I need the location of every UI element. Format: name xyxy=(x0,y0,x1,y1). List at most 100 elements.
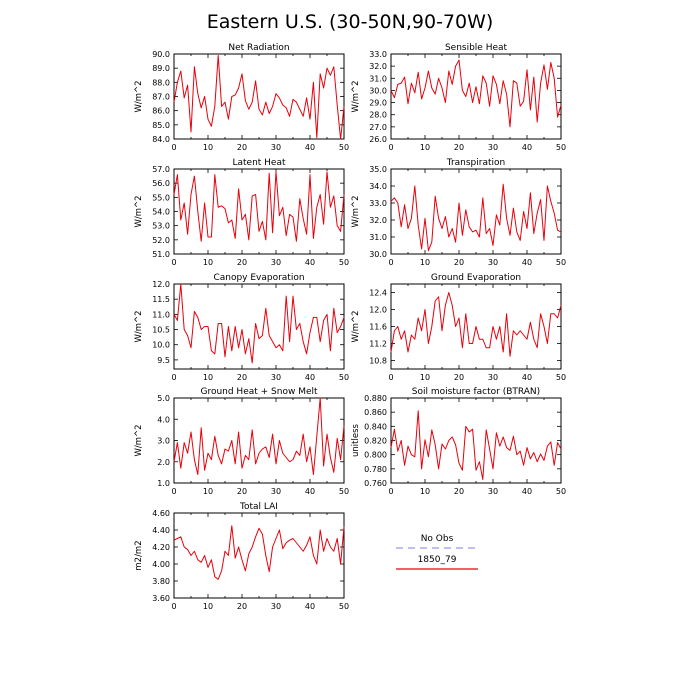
x-tick-label: 50 xyxy=(339,143,349,152)
x-tick-label: 50 xyxy=(339,487,349,496)
x-tick-label: 0 xyxy=(171,602,176,611)
x-tick-label: 30 xyxy=(488,258,498,267)
x-tick-label: 30 xyxy=(271,602,281,611)
y-tick-label: 11.6 xyxy=(369,323,387,332)
series-line xyxy=(173,54,345,140)
y-tick-label: 12.0 xyxy=(369,306,387,315)
ground-heat-snow-melt-panel: Ground Heat + Snow Melt W/m^2 0 10 20 30 40 50 1… xyxy=(134,387,349,496)
y-tick-label: 0.780 xyxy=(364,465,387,474)
x-tick-label: 40 xyxy=(522,143,532,152)
y-tick-label: 0.800 xyxy=(364,451,387,460)
x-tick-label: 10 xyxy=(203,373,213,382)
x-tick-label: 40 xyxy=(522,373,532,382)
x-tick-label: 0 xyxy=(388,143,393,152)
plot-frame xyxy=(173,512,345,599)
x-tick-label: 10 xyxy=(420,258,430,267)
panel-title: Canopy Evaporation xyxy=(213,273,304,283)
y-tick-label: 28.0 xyxy=(369,111,387,120)
plot-frame xyxy=(173,168,345,255)
x-tick-label: 0 xyxy=(171,373,176,382)
x-tick-label: 40 xyxy=(305,258,315,267)
x-tick-label: 10 xyxy=(203,602,213,611)
y-tick-label: 53.0 xyxy=(152,222,170,231)
y-tick-label: 4.0 xyxy=(157,415,170,424)
y-tick-label: 85.0 xyxy=(152,121,170,130)
panel-title: Soil moisture factor (BTRAN) xyxy=(412,387,540,397)
series-line xyxy=(390,410,562,480)
panel-title: Transpiration xyxy=(446,158,505,168)
y-tick-label: 4.00 xyxy=(152,560,170,569)
y-tick-label: 11.5 xyxy=(152,295,170,304)
legend: No Obs 1850_79 xyxy=(396,534,478,570)
x-tick-label: 50 xyxy=(556,373,566,382)
x-tick-label: 40 xyxy=(305,143,315,152)
y-axis-label: m2/m2 xyxy=(134,540,144,570)
x-tick-label: 50 xyxy=(556,143,566,152)
y-tick-label: 12.4 xyxy=(369,289,387,298)
y-tick-label: 26.0 xyxy=(369,135,387,144)
x-tick-label: 0 xyxy=(388,487,393,496)
y-tick-label: 1.0 xyxy=(157,479,170,488)
x-tick-label: 10 xyxy=(420,143,430,152)
x-tick-label: 50 xyxy=(339,373,349,382)
series-line xyxy=(173,397,345,475)
y-tick-label: 33.0 xyxy=(369,50,387,59)
x-tick-label: 30 xyxy=(271,143,281,152)
y-tick-label: 88.0 xyxy=(152,78,170,87)
x-tick-label: 40 xyxy=(522,487,532,496)
legend-label: No Obs xyxy=(421,534,454,544)
y-tick-label: 34.0 xyxy=(369,182,387,191)
legend-label: 1850_79 xyxy=(418,555,457,565)
x-tick-label: 0 xyxy=(388,373,393,382)
x-tick-label: 20 xyxy=(237,258,247,267)
panel-title: Ground Heat + Snow Melt xyxy=(200,387,318,397)
x-tick-label: 0 xyxy=(171,487,176,496)
ground-evaporation-panel: Ground Evaporation W/m^2 0 10 20 30 40 50 10.8 11… xyxy=(351,273,566,382)
y-tick-label: 56.0 xyxy=(152,179,170,188)
y-tick-label: 57.0 xyxy=(152,165,170,174)
x-tick-label: 20 xyxy=(454,258,464,267)
y-tick-label: 5.0 xyxy=(157,394,170,403)
y-tick-label: 31.0 xyxy=(369,74,387,83)
y-tick-label: 0.840 xyxy=(364,422,387,431)
plot-frame xyxy=(173,397,345,484)
panel-title: Sensible Heat xyxy=(445,43,508,53)
y-tick-label: 31.0 xyxy=(369,233,387,242)
y-tick-label: 29.0 xyxy=(369,99,387,108)
y-tick-label: 90.0 xyxy=(152,50,170,59)
x-tick-label: 10 xyxy=(420,487,430,496)
panel-title: Net Radiation xyxy=(228,43,289,53)
x-tick-label: 50 xyxy=(556,487,566,496)
y-tick-label: 30.0 xyxy=(369,86,387,95)
y-tick-label: 89.0 xyxy=(152,64,170,73)
y-tick-label: 2.0 xyxy=(157,458,170,467)
y-tick-label: 4.60 xyxy=(152,509,170,518)
y-tick-label: 55.0 xyxy=(152,193,170,202)
y-axis-label: W/m^2 xyxy=(134,310,144,342)
y-tick-label: 9.5 xyxy=(157,356,170,365)
y-tick-label: 4.20 xyxy=(152,543,170,552)
y-tick-label: 32.0 xyxy=(369,62,387,71)
y-axis-label: W/m^2 xyxy=(134,195,144,227)
panel-title: Latent Heat xyxy=(232,158,286,168)
y-tick-label: 84.0 xyxy=(152,135,170,144)
x-tick-label: 20 xyxy=(237,602,247,611)
y-axis-label: W/m^2 xyxy=(351,310,361,342)
y-axis-label: W/m^2 xyxy=(351,80,361,112)
series-line xyxy=(390,292,562,357)
y-axis-label: unitless xyxy=(351,423,361,456)
total-lai-panel: Total LAI m2/m2 0 10 20 30 40 50 3.60 3.80 4.00 4.2… xyxy=(134,502,349,611)
y-tick-label: 11.2 xyxy=(369,340,387,349)
x-tick-label: 50 xyxy=(339,258,349,267)
soil-moisture-factor-btran-panel: Soil moisture factor (BTRAN) unitless 0 10 2… xyxy=(351,387,566,496)
y-tick-label: 27.0 xyxy=(369,123,387,132)
x-tick-label: 10 xyxy=(203,258,213,267)
panel-title: Total LAI xyxy=(239,502,278,512)
x-tick-label: 0 xyxy=(388,258,393,267)
x-tick-label: 10 xyxy=(203,487,213,496)
x-tick-label: 20 xyxy=(237,487,247,496)
x-tick-label: 30 xyxy=(488,143,498,152)
y-axis-label: W/m^2 xyxy=(134,424,144,456)
y-tick-label: 10.0 xyxy=(152,341,170,350)
y-tick-label: 52.0 xyxy=(152,236,170,245)
